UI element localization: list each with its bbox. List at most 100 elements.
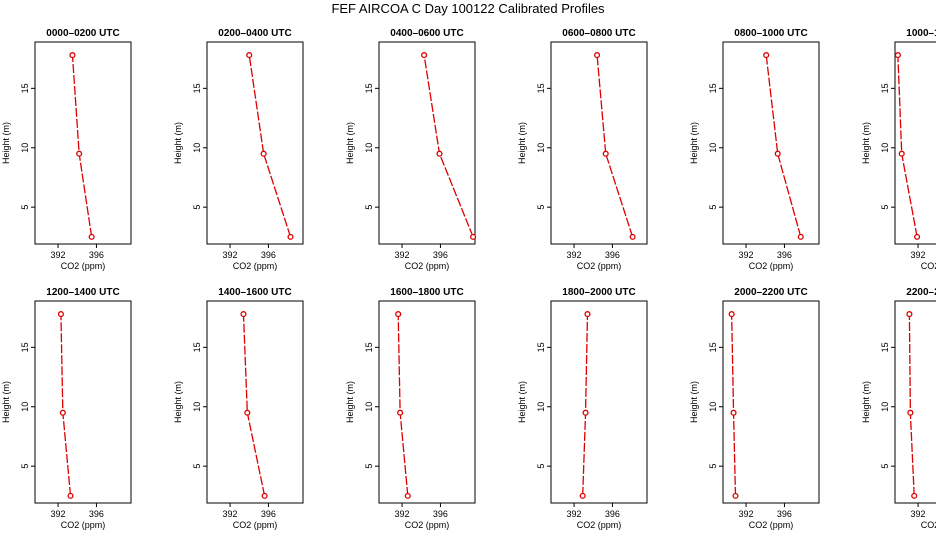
y-tick-label: 10 xyxy=(364,143,374,153)
x-tick-label: 392 xyxy=(395,509,410,519)
profile-point xyxy=(732,492,739,499)
x-tick-label: 396 xyxy=(261,509,276,519)
y-tick-label: 15 xyxy=(20,83,30,93)
y-axis-label: Height (m) xyxy=(345,381,355,423)
figure-title: FEF AIRCOA C Day 100122 Calibrated Profi… xyxy=(331,1,605,16)
y-tick-label: 10 xyxy=(364,402,374,412)
x-tick-label: 392 xyxy=(51,509,66,519)
profile-point xyxy=(421,52,428,59)
profile-point xyxy=(797,233,804,240)
y-axis-label: Height (m) xyxy=(345,122,355,164)
y-axis-label: Height (m) xyxy=(1,122,11,164)
x-tick-label: 392 xyxy=(567,250,582,260)
y-axis-label: Height (m) xyxy=(173,381,183,423)
y-tick-label: 10 xyxy=(192,402,202,412)
panel-title: 2200–2400 UTC xyxy=(906,287,936,298)
profile-point xyxy=(59,409,66,416)
profile-point xyxy=(240,311,247,318)
panel-title: 1800–2000 UTC xyxy=(562,287,635,298)
y-tick-label: 5 xyxy=(20,205,30,210)
y-tick-label: 15 xyxy=(364,342,374,352)
x-axis-label: CO2 (ppm) xyxy=(233,520,278,530)
y-tick-label: 15 xyxy=(708,83,718,93)
y-tick-label: 15 xyxy=(364,83,374,93)
x-tick-label: 392 xyxy=(911,250,926,260)
x-axis-label: CO2 (ppm) xyxy=(405,520,450,530)
profile-point xyxy=(730,409,737,416)
panel-title: 0000–0200 UTC xyxy=(46,28,119,39)
profile-point xyxy=(907,409,914,416)
x-axis-label: CO2 (ppm) xyxy=(749,520,794,530)
x-tick-label: 396 xyxy=(433,509,448,519)
plot-frame xyxy=(206,300,304,504)
profile-point xyxy=(728,311,735,318)
panel-title: 0400–0600 UTC xyxy=(390,28,463,39)
profile-point xyxy=(69,52,76,59)
plot-frame xyxy=(894,300,936,504)
x-axis-label: CO2 (ppm) xyxy=(61,520,106,530)
profile-point xyxy=(602,150,609,157)
plot-frame xyxy=(34,41,132,245)
x-tick-label: 396 xyxy=(433,250,448,260)
profile-line xyxy=(897,55,918,237)
plot-frame xyxy=(550,41,648,245)
profile-panel: 0000–0200 UTC 392 396 5 10 15 CO2 (ppm) Height … xyxy=(1,28,132,271)
y-tick-label: 5 xyxy=(192,205,202,210)
plot-frame xyxy=(378,300,476,504)
x-tick-label: 392 xyxy=(567,509,582,519)
profile-line xyxy=(397,314,409,496)
profile-panel: 0600–0800 UTC 392 396 5 10 15 CO2 (ppm) Height … xyxy=(517,28,648,271)
profile-point xyxy=(397,409,404,416)
y-tick-label: 5 xyxy=(192,464,202,469)
profile-line xyxy=(242,314,266,497)
profile-panel: 1800–2000 UTC 392 396 5 10 15 CO2 (ppm) Height … xyxy=(517,287,648,530)
y-tick-label: 10 xyxy=(536,143,546,153)
y-tick-label: 10 xyxy=(708,143,718,153)
profile-point xyxy=(470,233,477,240)
x-tick-label: 396 xyxy=(777,509,792,519)
y-tick-label: 15 xyxy=(536,342,546,352)
profile-line xyxy=(248,54,292,238)
y-tick-label: 15 xyxy=(20,342,30,352)
y-tick-label: 15 xyxy=(536,83,546,93)
profile-point xyxy=(594,52,601,59)
profile-point xyxy=(582,409,589,416)
profile-point xyxy=(76,150,83,157)
profile-point xyxy=(395,311,402,318)
y-tick-label: 5 xyxy=(20,464,30,469)
profile-point xyxy=(898,150,905,157)
x-tick-label: 392 xyxy=(739,509,754,519)
y-axis-label: Height (m) xyxy=(173,122,183,164)
panel-title: 1200–1400 UTC xyxy=(46,287,119,298)
profile-line xyxy=(60,314,72,496)
y-tick-label: 10 xyxy=(880,143,890,153)
profile-point xyxy=(579,492,586,499)
profile-line xyxy=(908,314,915,496)
x-tick-label: 396 xyxy=(261,250,276,260)
x-axis-label: CO2 (ppm) xyxy=(405,261,450,271)
profile-line xyxy=(730,314,737,496)
y-axis-label: Height (m) xyxy=(517,381,527,423)
profile-point xyxy=(906,311,913,318)
profile-point xyxy=(763,52,770,59)
x-axis-label: CO2 (ppm) xyxy=(921,261,936,271)
y-tick-label: 5 xyxy=(536,205,546,210)
y-tick-label: 5 xyxy=(880,464,890,469)
panel-title: 0800–1000 UTC xyxy=(734,28,807,39)
profile-point xyxy=(774,150,781,157)
profile-point xyxy=(287,233,294,240)
y-tick-label: 10 xyxy=(20,402,30,412)
panel-title: 2000–2200 UTC xyxy=(734,287,807,298)
y-tick-label: 10 xyxy=(20,143,30,153)
profile-line xyxy=(596,55,634,238)
profile-panel: 0800–1000 UTC 392 396 5 10 15 CO2 (ppm) Height … xyxy=(689,28,820,271)
profile-point xyxy=(261,492,268,499)
x-axis-label: CO2 (ppm) xyxy=(233,261,278,271)
y-tick-label: 10 xyxy=(880,402,890,412)
plot-frame xyxy=(550,300,648,504)
profile-point xyxy=(88,233,95,240)
profile-point xyxy=(67,492,74,499)
profile-line xyxy=(71,55,93,237)
x-axis-label: CO2 (ppm) xyxy=(61,261,106,271)
